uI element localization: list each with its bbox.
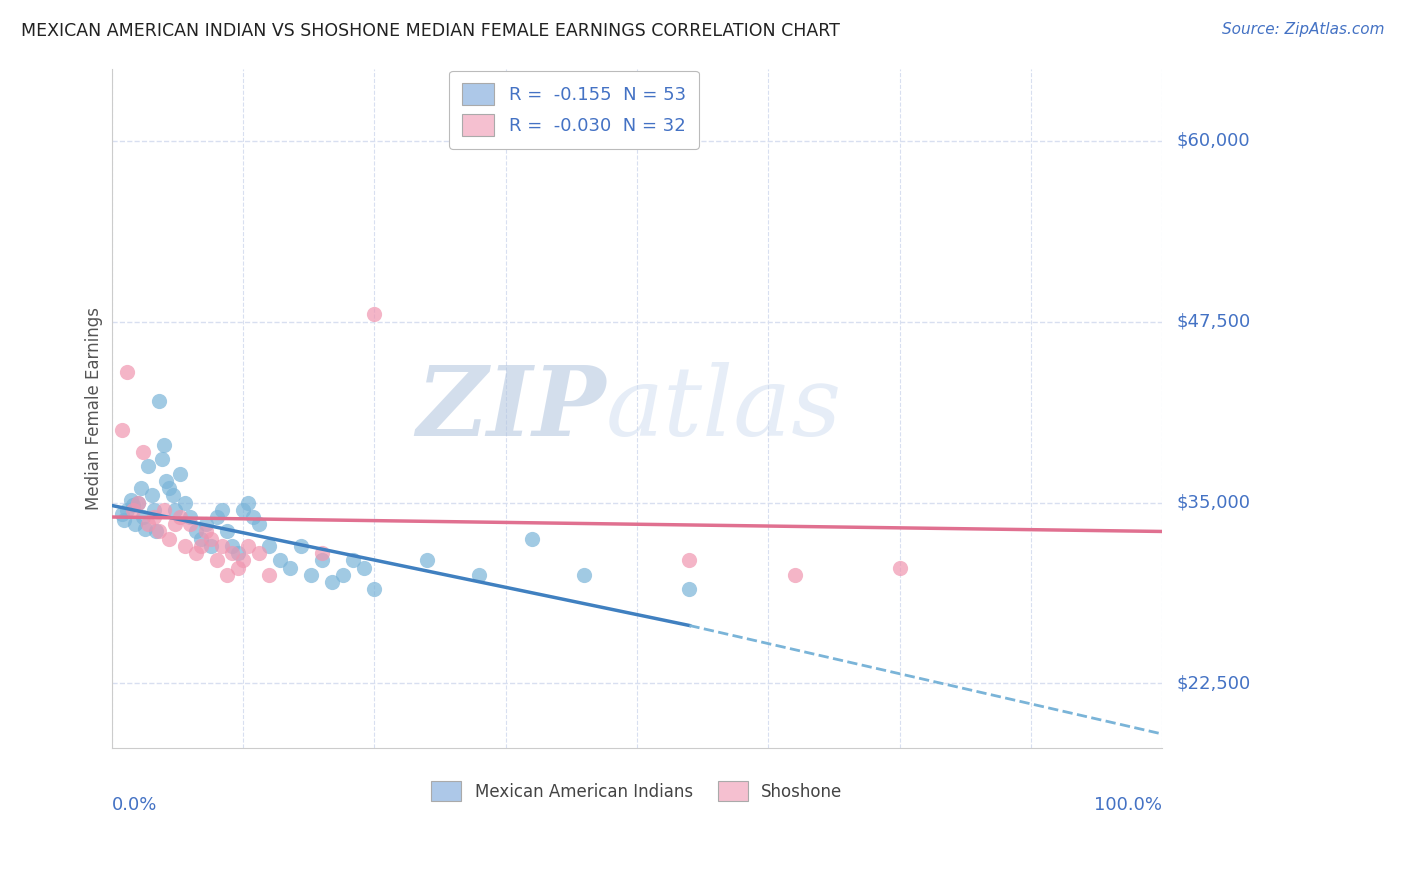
Point bbox=[190, 539, 212, 553]
Point bbox=[363, 308, 385, 322]
Point bbox=[148, 394, 170, 409]
Point bbox=[111, 423, 134, 437]
Point bbox=[120, 492, 142, 507]
Point bbox=[257, 539, 280, 553]
Point bbox=[221, 546, 243, 560]
Point bbox=[269, 553, 291, 567]
Text: atlas: atlas bbox=[606, 361, 842, 456]
Point bbox=[217, 567, 239, 582]
Point bbox=[142, 502, 165, 516]
Point bbox=[247, 546, 270, 560]
Point bbox=[174, 539, 197, 553]
Point bbox=[153, 438, 176, 452]
Point bbox=[200, 532, 222, 546]
Point bbox=[142, 510, 165, 524]
Point bbox=[121, 499, 143, 513]
Point bbox=[155, 474, 177, 488]
Point bbox=[889, 560, 911, 574]
Point bbox=[129, 481, 152, 495]
Point bbox=[278, 560, 301, 574]
Point bbox=[179, 517, 201, 532]
Point bbox=[221, 539, 243, 553]
Point bbox=[226, 560, 249, 574]
Point bbox=[200, 539, 222, 553]
Point bbox=[211, 539, 233, 553]
Point bbox=[127, 495, 149, 509]
Text: $47,500: $47,500 bbox=[1177, 313, 1250, 331]
Point bbox=[238, 495, 260, 509]
Point bbox=[153, 502, 176, 516]
Point bbox=[311, 553, 333, 567]
Point bbox=[112, 513, 135, 527]
Legend: Mexican American Indians, Shoshone: Mexican American Indians, Shoshone bbox=[425, 774, 849, 808]
Point bbox=[138, 459, 160, 474]
Point bbox=[226, 546, 249, 560]
Point bbox=[416, 553, 439, 567]
Point bbox=[127, 495, 149, 509]
Point bbox=[520, 532, 543, 546]
Text: $22,500: $22,500 bbox=[1177, 674, 1250, 692]
Point bbox=[121, 502, 143, 516]
Point bbox=[174, 495, 197, 509]
Point bbox=[162, 488, 184, 502]
Point bbox=[163, 517, 186, 532]
Point bbox=[332, 567, 354, 582]
Point bbox=[184, 524, 207, 539]
Point bbox=[574, 567, 596, 582]
Point bbox=[257, 567, 280, 582]
Point bbox=[321, 575, 343, 590]
Text: 100.0%: 100.0% bbox=[1094, 796, 1163, 814]
Point bbox=[353, 560, 375, 574]
Point bbox=[205, 510, 228, 524]
Text: 0.0%: 0.0% bbox=[111, 796, 157, 814]
Point bbox=[299, 567, 322, 582]
Point bbox=[238, 539, 260, 553]
Point bbox=[117, 365, 139, 379]
Text: ZIP: ZIP bbox=[416, 361, 606, 456]
Y-axis label: Median Female Earnings: Median Female Earnings bbox=[86, 307, 103, 510]
Point bbox=[678, 553, 700, 567]
Point bbox=[190, 532, 212, 546]
Text: Source: ZipAtlas.com: Source: ZipAtlas.com bbox=[1222, 22, 1385, 37]
Point bbox=[132, 510, 155, 524]
Point bbox=[242, 510, 264, 524]
Point bbox=[145, 524, 167, 539]
Point bbox=[211, 502, 233, 516]
Point bbox=[678, 582, 700, 597]
Point bbox=[290, 539, 312, 553]
Point bbox=[783, 567, 806, 582]
Point bbox=[195, 524, 218, 539]
Text: $35,000: $35,000 bbox=[1177, 493, 1250, 511]
Point bbox=[247, 517, 270, 532]
Point bbox=[205, 553, 228, 567]
Point bbox=[134, 522, 156, 536]
Point bbox=[169, 467, 191, 481]
Point bbox=[150, 452, 173, 467]
Point bbox=[138, 517, 160, 532]
Point bbox=[468, 567, 491, 582]
Point bbox=[311, 546, 333, 560]
Point bbox=[148, 524, 170, 539]
Point bbox=[217, 524, 239, 539]
Point bbox=[132, 445, 155, 459]
Text: MEXICAN AMERICAN INDIAN VS SHOSHONE MEDIAN FEMALE EARNINGS CORRELATION CHART: MEXICAN AMERICAN INDIAN VS SHOSHONE MEDI… bbox=[21, 22, 839, 40]
Point bbox=[184, 546, 207, 560]
Point bbox=[169, 510, 191, 524]
Point bbox=[117, 502, 139, 516]
Point bbox=[232, 502, 254, 516]
Point bbox=[195, 517, 218, 532]
Point bbox=[157, 532, 180, 546]
Point bbox=[163, 502, 186, 516]
Point bbox=[157, 481, 180, 495]
Point bbox=[363, 582, 385, 597]
Point bbox=[232, 553, 254, 567]
Point bbox=[111, 507, 134, 521]
Point bbox=[342, 553, 364, 567]
Text: $60,000: $60,000 bbox=[1177, 132, 1250, 150]
Point bbox=[179, 510, 201, 524]
Point bbox=[141, 488, 163, 502]
Point bbox=[124, 517, 146, 532]
